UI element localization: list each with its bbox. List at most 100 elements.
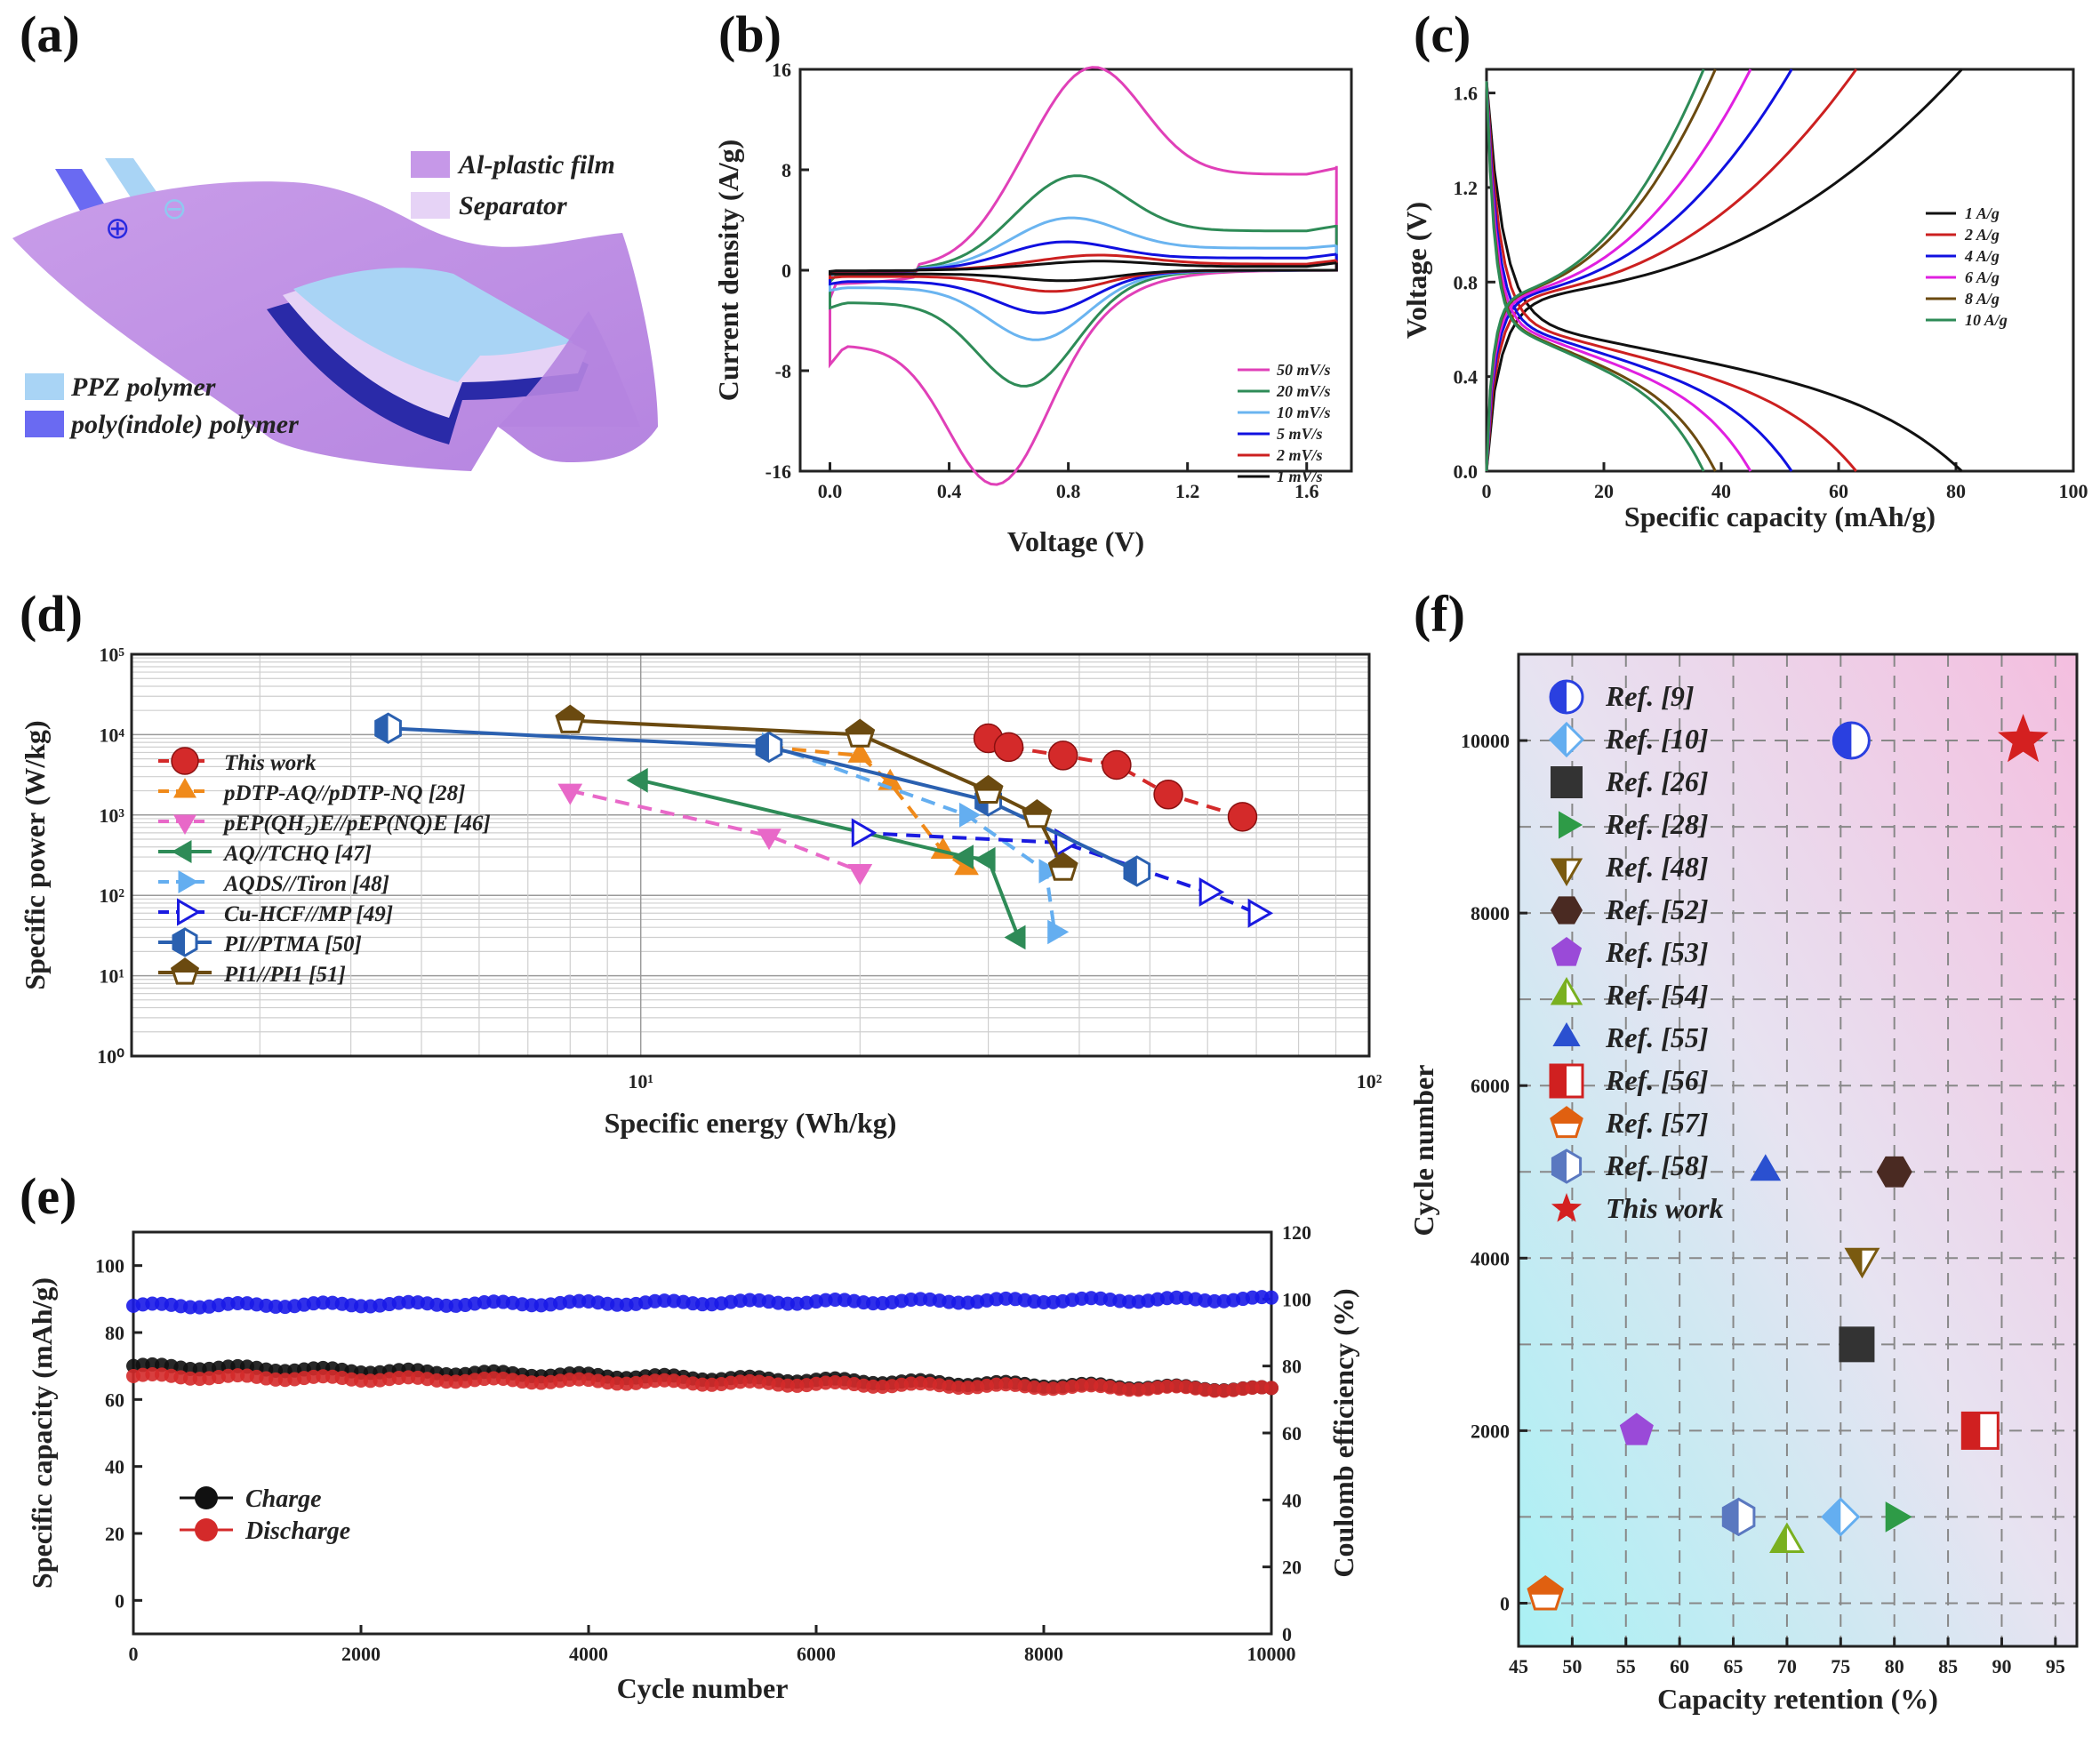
gcd-xtick-label: 80 (1946, 480, 1966, 502)
comparison-legend-marker (1559, 811, 1583, 839)
comparison-point-fill (1962, 1413, 1981, 1449)
cycling-ytick-label: 0 (115, 1589, 124, 1612)
comparison-xtick-label: 80 (1885, 1655, 1904, 1677)
comparison-point-fill (1771, 1525, 1787, 1552)
cv-ytick-label: -16 (765, 460, 791, 483)
ragone-legend-marker-fill (172, 959, 198, 973)
gcd-charge-curve (1485, 68, 1793, 472)
poly-indole-swatch (25, 411, 64, 437)
ragone-legend-label: Cu-HCF//MP [49] (224, 902, 393, 926)
comparison-ytick-label: 10000 (1461, 730, 1510, 752)
ragone-point-fill (757, 732, 769, 762)
comparison-legend-marker-fill (1552, 1150, 1567, 1182)
comparison-point (1750, 1154, 1782, 1181)
gcd-ytick-label: 0.0 (1454, 460, 1479, 483)
ragone-point (993, 732, 1024, 763)
gcd-chart: 0 20 40 60 80 100 0.0 0.4 0.8 1.2 1.6 Specific capa… (1400, 68, 2088, 532)
ragone-point-shape (1004, 925, 1026, 950)
comparison-legend-marker-fill (1552, 860, 1567, 884)
cv-xtick-label: 0.8 (1056, 480, 1081, 502)
ragone-ytick-label: 10³ (99, 804, 124, 827)
comparison-point (1721, 1497, 1756, 1537)
panel-label-b: (b) (718, 5, 781, 63)
gcd-legend-label: 1 A/g (1965, 204, 2000, 222)
cv-curve (829, 260, 1338, 283)
ragone-point (757, 828, 781, 851)
gcd-ytick-label: 0.4 (1454, 366, 1479, 388)
comparison-point-shape (1885, 1501, 1912, 1533)
comparison-legend-label: Ref. [56] (1605, 1064, 1709, 1096)
cv-ytick-label: -8 (775, 360, 791, 382)
cycling-y2tick-label: 100 (1282, 1288, 1311, 1310)
comparison-legend-label: Ref. [55] (1605, 1021, 1709, 1053)
comparison-point-fill (1823, 1499, 1841, 1535)
al-plastic-film-label: Al-plastic film (457, 150, 615, 180)
ragone-point (1198, 877, 1225, 907)
comparison-legend-marker-shape (1551, 937, 1583, 966)
comparison-xtick-label: 60 (1670, 1655, 1689, 1677)
comparison-point (1960, 1411, 2000, 1450)
cycling-y2tick-label: 40 (1282, 1489, 1302, 1511)
ragone-point (1123, 855, 1151, 887)
ppz-layer-shape (293, 268, 573, 382)
ragone-legend-marker-shape (172, 840, 192, 863)
ragone-xtick-label: 10² (1357, 1070, 1383, 1093)
ragone-point-shape (847, 740, 873, 763)
ragone-x-axis-label: Specific energy (Wh/kg) (605, 1107, 897, 1139)
comparison-legend-marker (1551, 1149, 1583, 1184)
ragone-point-shape (757, 828, 781, 851)
gcd-xtick-label: 20 (1594, 480, 1614, 502)
ragone-legend-marker (172, 840, 192, 863)
gcd-xtick-label: 0 (1482, 480, 1492, 502)
cycling-y-axis-label: Specific capacity (mAh/g) (26, 1277, 58, 1589)
cycling-legend-marker (195, 1486, 218, 1509)
cycling-y2tick-label: 60 (1282, 1422, 1302, 1445)
comparison-xtick-label: 90 (1992, 1655, 2011, 1677)
ragone-legend-marker-shape (178, 870, 198, 893)
comparison-xtick-label: 75 (1831, 1655, 1850, 1677)
comparison-legend-marker (1551, 766, 1583, 798)
comparison-legend-marker (1549, 679, 1584, 715)
gcd-charge-curve (1485, 68, 1858, 472)
comparison-x-axis-label: Capacity retention (%) (1657, 1683, 1938, 1715)
ragone-legend-label: pEP(QH₂)E//pEP(NQ)E [46] (222, 812, 491, 836)
ragone-y-axis-label: Specific power (W/kg) (19, 720, 51, 989)
ragone-ytick-label: 10⁵ (99, 644, 124, 666)
cv-xtick-label: 0.0 (818, 480, 843, 502)
comparison-legend-marker (1551, 937, 1583, 966)
comparison-legend-marker-shape (1551, 766, 1583, 798)
cycling-point (1264, 1381, 1278, 1396)
ragone-point-fill (974, 776, 1002, 791)
comparison-legend-marker-shape (1552, 1022, 1581, 1046)
gcd-ytick-label: 1.6 (1454, 83, 1479, 105)
comparison-legend-marker (1551, 896, 1583, 925)
cv-xtick-label: 1.6 (1294, 480, 1319, 502)
ragone-point-shape (1198, 877, 1225, 907)
gcd-legend-label: 8 A/g (1965, 290, 2000, 308)
ragone-point-shape (1038, 859, 1061, 884)
cycling-ytick-label: 60 (105, 1389, 124, 1411)
comparison-legend-label: Ref. [48] (1605, 851, 1709, 883)
separator-swatch (411, 192, 450, 219)
comparison-point-shape (1619, 1413, 1654, 1445)
ragone-legend-marker-shape (173, 814, 196, 835)
comparison-legend-marker-shape (1559, 811, 1583, 839)
comparison-xtick-label: 55 (1616, 1655, 1636, 1677)
comparison-legend-label: Ref. [53] (1605, 936, 1709, 968)
comparison-xtick-label: 85 (1938, 1655, 1958, 1677)
comparison-point-shape (1750, 1154, 1782, 1181)
comparison-xtick-label: 70 (1777, 1655, 1797, 1677)
ragone-point (1247, 898, 1274, 928)
ragone-legend-marker-shape (177, 898, 201, 926)
ragone-point (557, 783, 583, 805)
ragone-legend-label: AQDS//Tiron [48] (222, 872, 389, 896)
comparison-point (1831, 721, 1871, 760)
ragone-ytick-label: 10⁴ (99, 724, 124, 746)
ragone-point-fill (1023, 800, 1051, 815)
gcd-ytick-label: 1.2 (1454, 177, 1479, 199)
cycling-xtick-label: 4000 (569, 1643, 608, 1665)
cv-ytick-label: 8 (781, 159, 791, 181)
cv-xtick-label: 0.4 (937, 480, 962, 502)
comparison-legend-marker-fill (1551, 681, 1567, 713)
ragone-point-shape (557, 783, 583, 805)
